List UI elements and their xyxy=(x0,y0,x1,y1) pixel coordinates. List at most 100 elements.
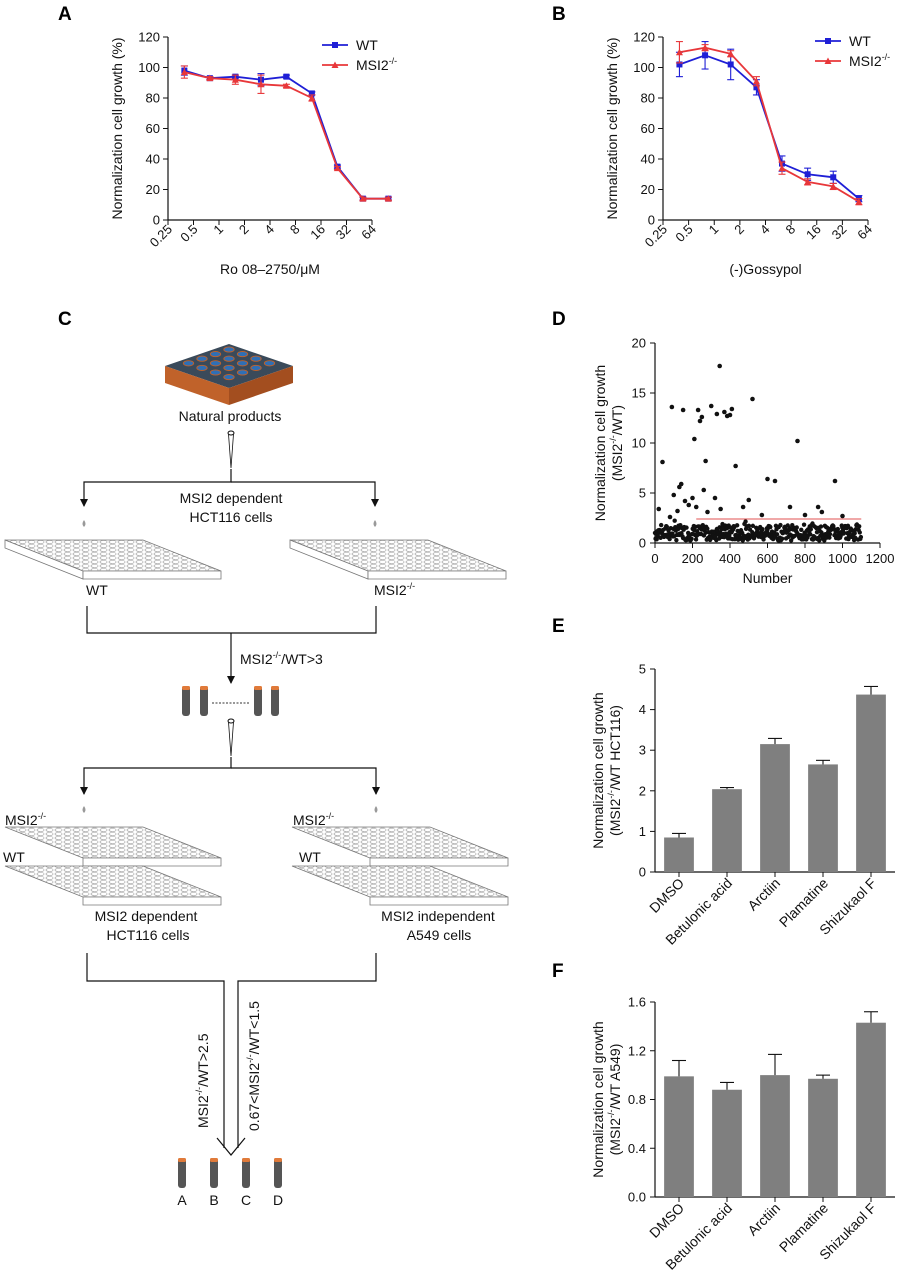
bar xyxy=(664,1076,694,1197)
data-point xyxy=(824,525,830,530)
data-point xyxy=(774,532,780,537)
tube-cap xyxy=(178,1158,186,1162)
tube-cap xyxy=(271,686,279,690)
bar xyxy=(760,744,790,872)
tube xyxy=(254,686,262,716)
legend-marker xyxy=(825,38,831,44)
pipette-icon xyxy=(227,718,235,757)
data-point xyxy=(727,61,734,68)
x-tick-label: 0.5 xyxy=(672,222,695,245)
branch-arrow-left xyxy=(80,469,232,507)
final-hit-tubes: A B C D xyxy=(177,1158,283,1208)
data-point xyxy=(693,504,699,510)
x-tick-label: 4 xyxy=(261,222,277,238)
tube xyxy=(182,686,190,716)
data-point xyxy=(703,458,708,464)
x-tick-label: 800 xyxy=(794,551,816,566)
data-point xyxy=(699,414,705,420)
panel-label-d: D xyxy=(552,309,566,330)
data-point xyxy=(308,90,315,97)
data-point xyxy=(734,523,740,528)
panel-label-f: F xyxy=(552,961,564,982)
knockout-superscript: -/- xyxy=(273,650,282,660)
y-tick-label: 2 xyxy=(639,783,646,798)
data-point xyxy=(678,481,684,487)
y-tick-label: 5 xyxy=(639,486,646,501)
wt-label: WT xyxy=(86,582,108,598)
data-point xyxy=(817,538,822,543)
data-point xyxy=(667,536,672,542)
x-axis-label: Ro 08–2750/μM xyxy=(220,261,320,277)
tube-label: A xyxy=(177,1192,187,1208)
filter-path-right xyxy=(237,953,377,1148)
data-point xyxy=(804,178,812,185)
x-tick-label: 8 xyxy=(783,222,799,238)
data-point xyxy=(333,164,341,172)
wt-label: WT xyxy=(299,849,321,865)
legend-marker xyxy=(332,42,338,48)
branch-arrow-right xyxy=(231,481,379,507)
data-point xyxy=(858,534,864,540)
panel-label-e: E xyxy=(552,616,565,637)
data-point xyxy=(733,463,738,469)
data-point xyxy=(765,527,770,532)
y-tick-label: 10 xyxy=(632,436,646,451)
data-point xyxy=(746,497,752,503)
x-tick-label: 64 xyxy=(358,222,379,243)
data-point xyxy=(768,524,773,530)
data-point xyxy=(794,525,799,530)
legend-label: MSI2 xyxy=(849,53,882,69)
tube xyxy=(200,686,208,716)
data-point xyxy=(857,530,862,535)
data-point xyxy=(676,61,683,68)
y-tick-label: 3 xyxy=(639,743,646,758)
msi2-text: MSI2 xyxy=(240,651,273,667)
data-point xyxy=(669,404,675,410)
y-axis-label: Normalization cell growth (%) xyxy=(604,37,620,219)
well-plate-stack-a549 xyxy=(291,826,509,906)
y-axis-label-prefix: (MSI2 xyxy=(609,444,625,482)
y-axis-label-line: Normalization cell growth (%) xyxy=(109,37,125,219)
panel-label-c: C xyxy=(58,309,72,330)
tube-cap xyxy=(242,1158,250,1162)
x-tick-label: 8 xyxy=(287,222,303,238)
y-tick-label: 20 xyxy=(641,182,655,197)
y-tick-label: 1 xyxy=(639,824,646,839)
data-point xyxy=(778,164,786,172)
knockout-superscript: -/- xyxy=(407,581,416,591)
y-axis-label: Normalization cell growth(MSI2-/-/WT) xyxy=(592,365,625,521)
knockout-superscript: -/- xyxy=(194,1087,204,1096)
data-point xyxy=(727,412,733,418)
data-point xyxy=(664,524,670,529)
bar xyxy=(712,1089,742,1197)
legend-entry: MSI2-/- xyxy=(849,52,890,69)
msi2-ko-label: MSI2-/- xyxy=(5,811,46,828)
y-tick-label: 100 xyxy=(633,60,655,75)
data-point xyxy=(667,514,673,520)
drop-icon xyxy=(82,806,86,813)
y-axis-label-suffix: /WT A549) xyxy=(607,1044,623,1110)
msi2-ko-label-text: MSI2 xyxy=(293,812,326,828)
data-point xyxy=(752,77,760,85)
x-axis-label: Number xyxy=(743,570,793,586)
chart-b: 0 20 40 60 80 100 120 0.25 0.5 1 2 4 8 16 32 64 (-)Gossy… xyxy=(604,30,890,278)
tube xyxy=(178,1158,186,1188)
data-point xyxy=(727,50,735,57)
y-tick-label: 0.0 xyxy=(628,1190,646,1205)
data-point xyxy=(779,536,785,541)
data-point xyxy=(180,68,188,76)
legend-entry: WT xyxy=(356,37,378,53)
y-axis-label-line: Normalization cell growth (%) xyxy=(604,37,620,219)
data-point xyxy=(717,363,722,369)
data-point xyxy=(750,396,755,402)
data-point xyxy=(808,527,814,532)
data-point xyxy=(231,76,239,83)
data-point xyxy=(705,526,710,531)
ratio-threshold-2-suffix: /WT>2.5 xyxy=(195,1033,211,1087)
data-point xyxy=(740,504,746,510)
series-line xyxy=(184,71,389,200)
msi2-ko-label-text: MSI2 xyxy=(5,812,38,828)
y-tick-label: 120 xyxy=(138,30,160,45)
x-tick-label: 200 xyxy=(682,551,704,566)
data-point xyxy=(750,523,756,529)
